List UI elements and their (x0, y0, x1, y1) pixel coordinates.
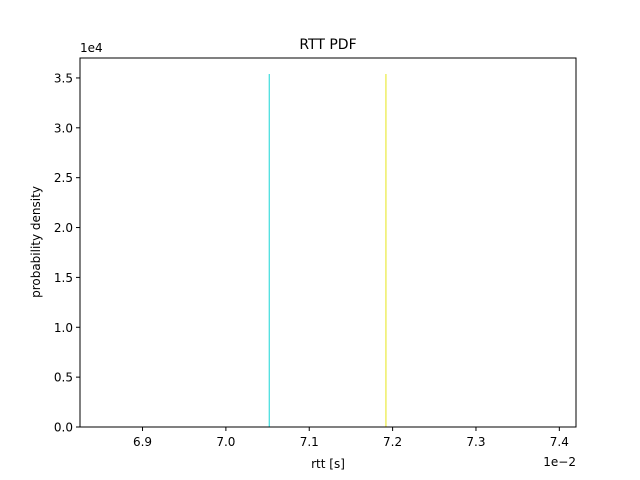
y-tick-label: 3.0 (54, 121, 73, 135)
x-axis-label: rtt [s] (311, 457, 345, 471)
x-tick-label: 7.3 (466, 435, 485, 449)
plot-frame (79, 57, 577, 428)
x-tick-label: 6.9 (133, 435, 152, 449)
y-tick-label: 0.5 (54, 371, 73, 385)
y-tick-label: 3.5 (54, 71, 73, 85)
y-offset-label: 1e4 (80, 41, 103, 55)
y-tick-label: 2.5 (54, 171, 73, 185)
x-tick-label: 7.0 (216, 435, 235, 449)
plot-layer (268, 73, 387, 427)
y-tick-label: 1.5 (54, 271, 73, 285)
y-axis-label: probability density (29, 186, 43, 298)
x-tick-label: 7.4 (550, 435, 569, 449)
y-tick-label: 1.0 (54, 321, 73, 335)
x-tick-label: 7.1 (300, 435, 319, 449)
x-offset-label: 1e−2 (543, 455, 576, 469)
ticks-layer: 6.9 7.0 7.1 7.2 7.3 7.4 0.0 0.5 1.0 1.5 2.0 2.5 3.0 3… (54, 71, 569, 449)
y-tick-label: 2.0 (54, 221, 73, 235)
chart-title: RTT PDF (299, 37, 356, 53)
y-tick-label: 0.0 (54, 421, 73, 435)
x-tick-label: 7.2 (383, 435, 402, 449)
